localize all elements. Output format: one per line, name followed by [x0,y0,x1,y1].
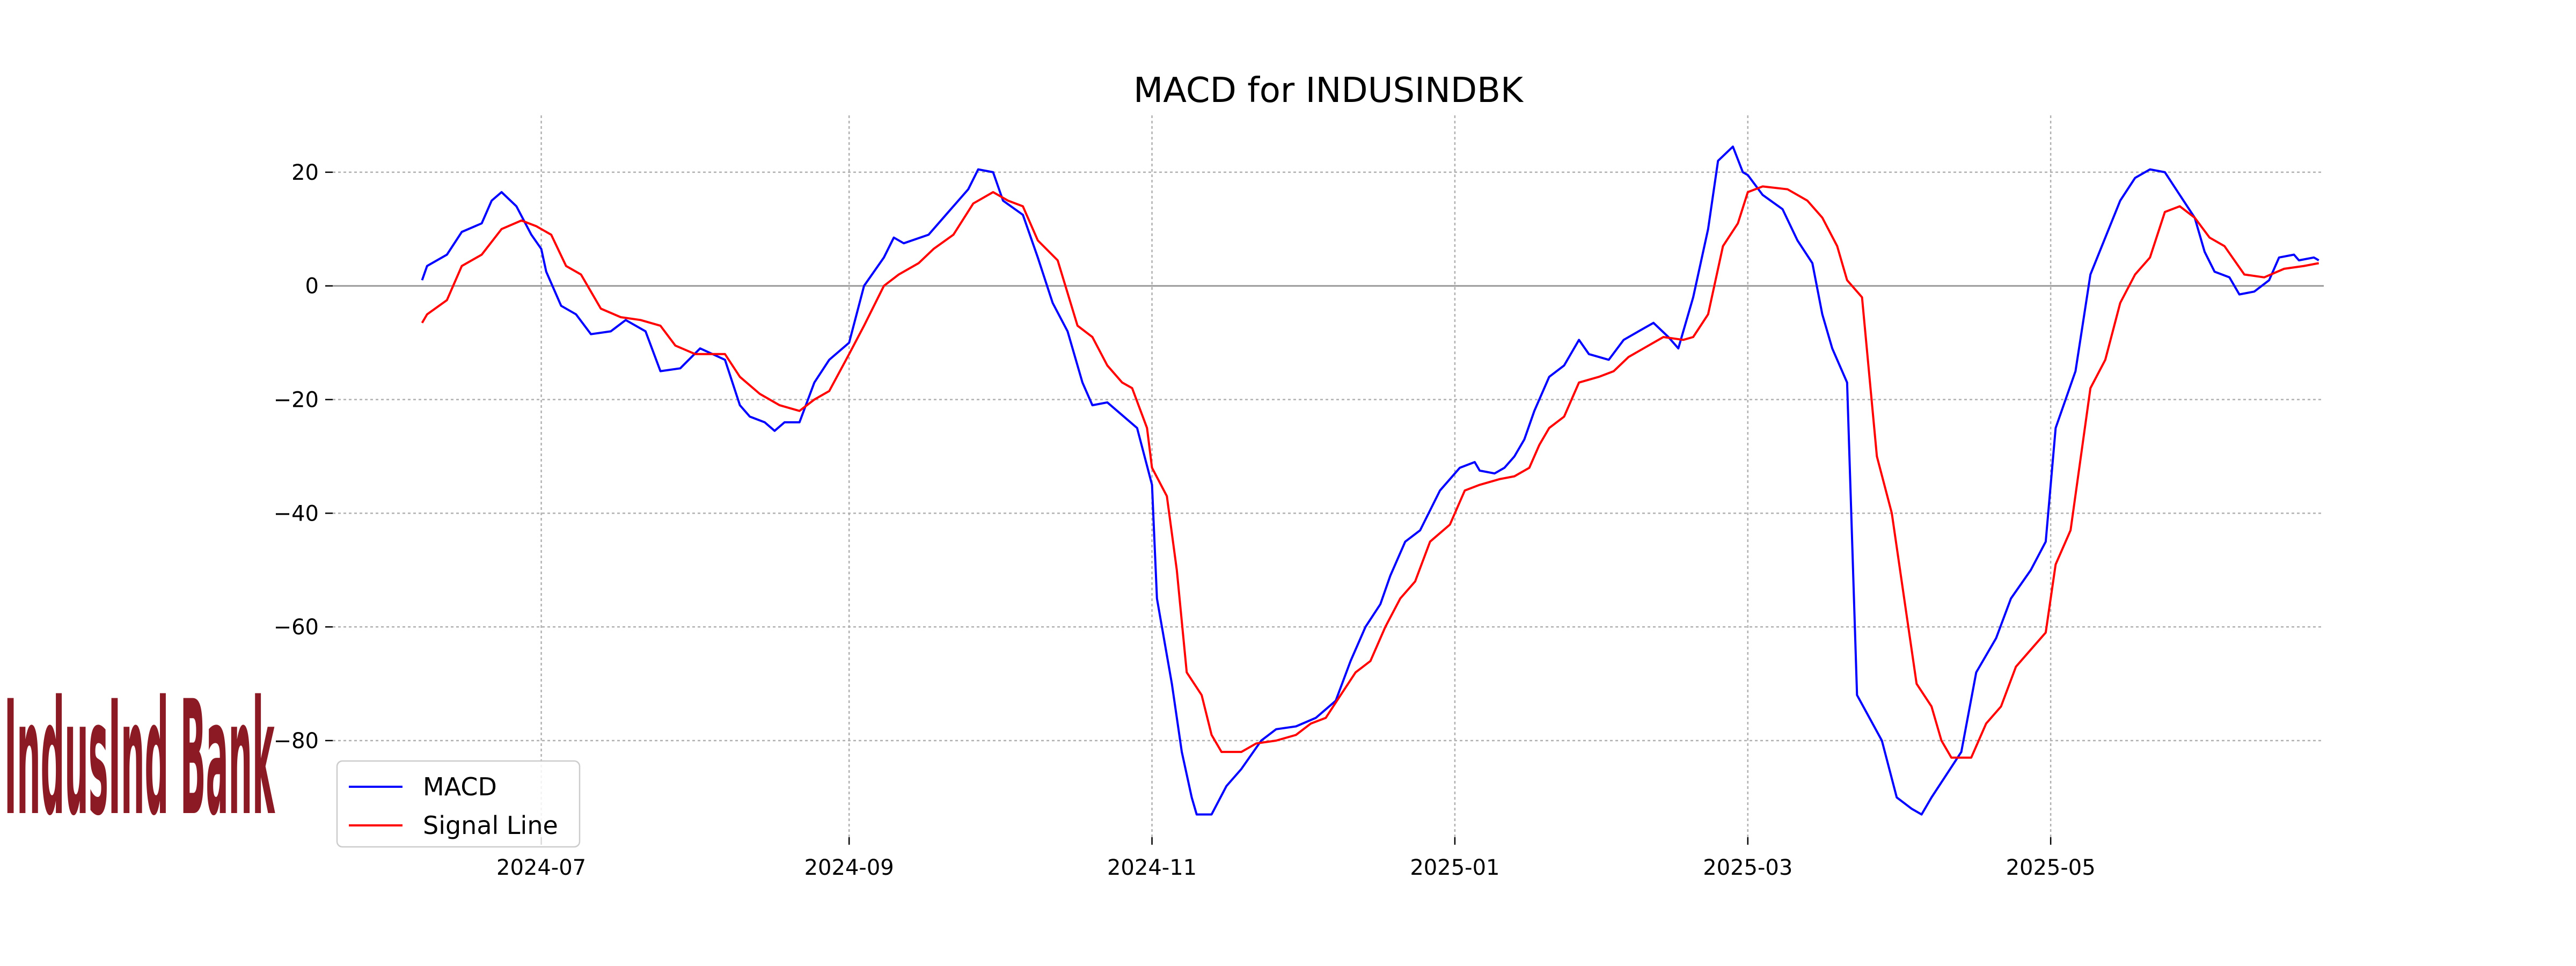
x-tick-label: 2024-09 [804,855,894,880]
x-tick-label: 2024-11 [1107,855,1197,880]
chart-title: MACD for INDUSINDBK [1133,71,1524,111]
logo-text: IndusInd Bank [4,668,275,851]
y-tick-label: −40 [274,501,319,526]
series-line-signal [421,185,2319,759]
legend: MACD Signal Line [336,760,581,848]
y-tick-label: 20 [291,160,319,185]
y-tick-label: −20 [274,388,319,413]
y-axis-ticks: 20 0 −20 −40 −60 −80 [274,160,333,753]
grid [333,115,2324,837]
x-tick-label: 2024-07 [496,855,586,880]
x-tick-label: 2025-05 [2006,855,2096,880]
indusind-bank-logo: IndusInd Bank [4,668,275,851]
series-line-macd [421,145,2319,816]
x-tick-label: 2025-01 [1410,855,1499,880]
x-axis-ticks: 2024-07 2024-09 2024-11 2025-01 2025-03 2025-… [496,837,2096,880]
y-tick-label: −80 [274,729,319,753]
x-tick-label: 2025-03 [1703,855,1792,880]
y-tick-label: 0 [305,274,319,299]
series-lines [421,145,2319,816]
legend-label: Signal Line [423,811,558,840]
y-tick-label: −60 [274,615,319,640]
legend-label: MACD [423,772,497,801]
